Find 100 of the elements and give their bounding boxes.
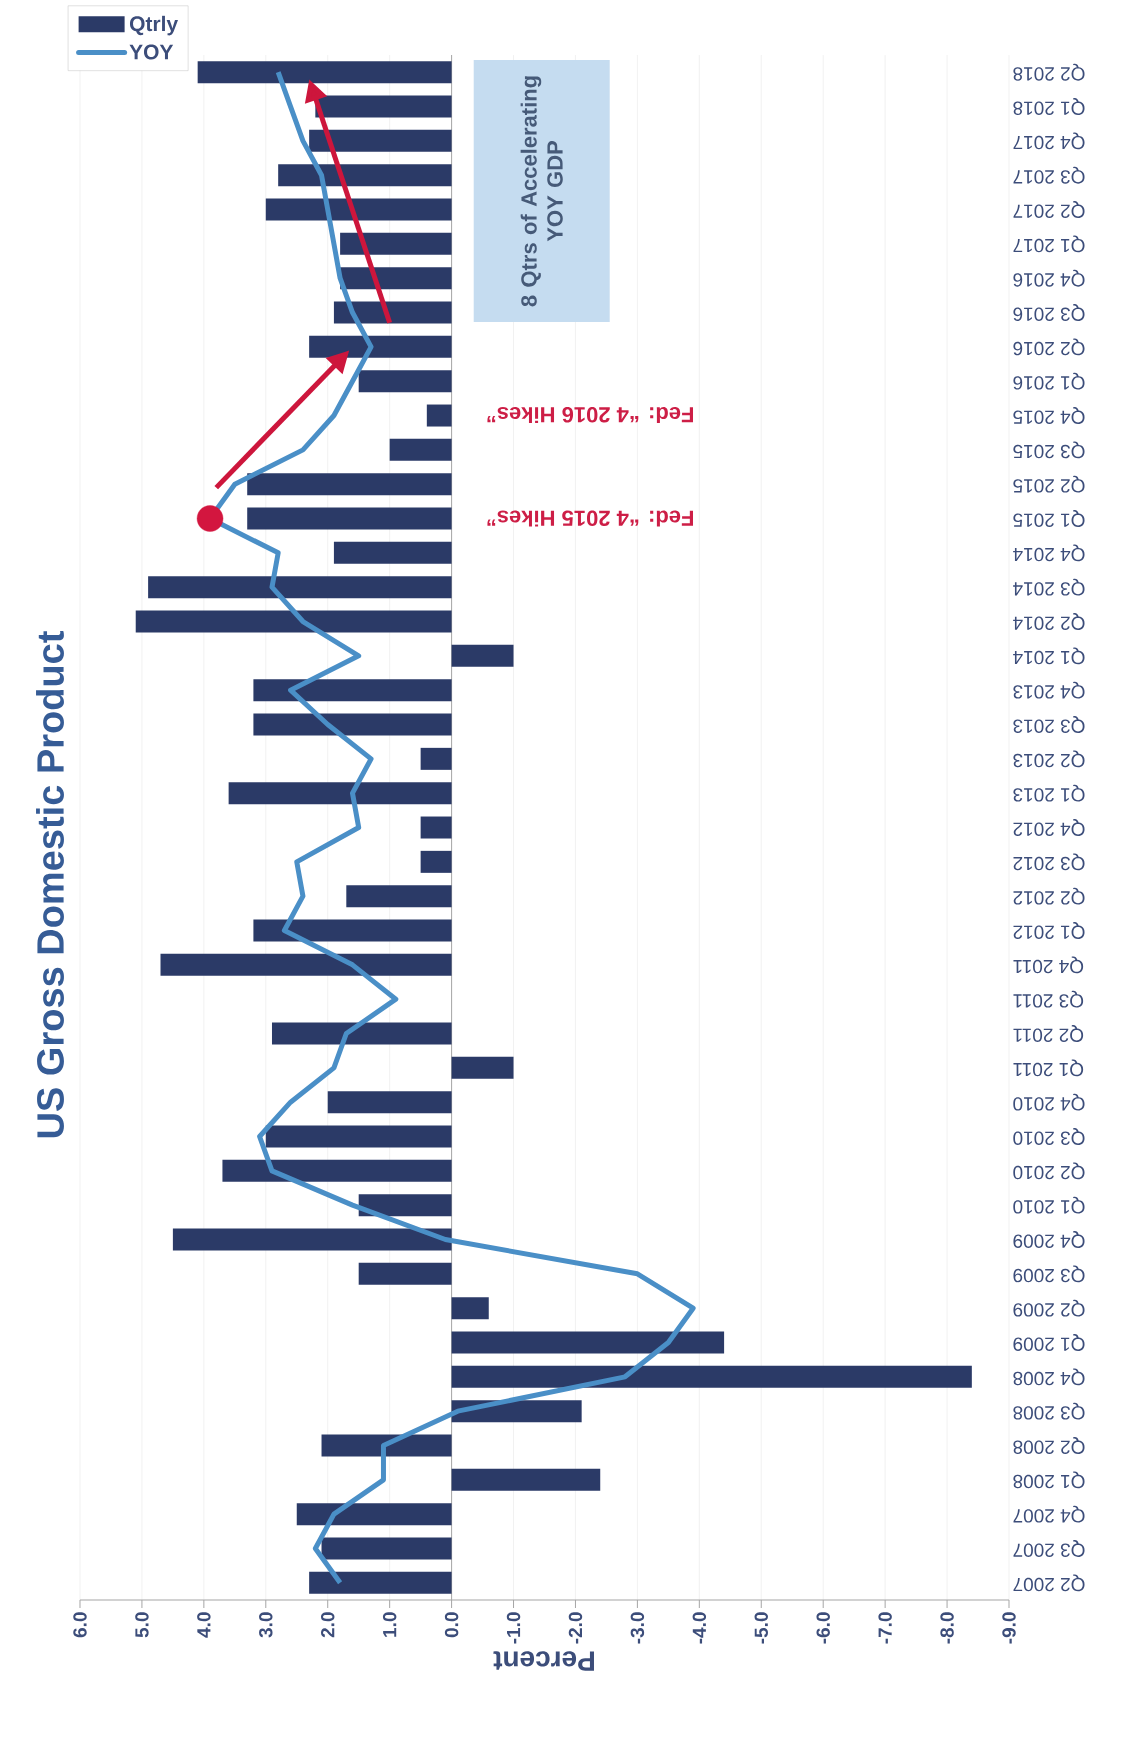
- bar: [265, 1125, 452, 1148]
- y-tick-label: Q2 2012: [1013, 887, 1085, 905]
- x-tick-label: -5.0: [754, 1612, 768, 1644]
- bar: [253, 919, 452, 942]
- x-tick-label: -4.0: [692, 1612, 707, 1644]
- y-tick-label: Q3 2017: [1013, 166, 1085, 184]
- bar: [197, 61, 452, 84]
- bar: [420, 747, 452, 770]
- x-tick-label: -2.0: [568, 1612, 583, 1644]
- bar: [340, 232, 452, 255]
- y-tick-label: Q1 2014: [1013, 647, 1085, 665]
- bar: [451, 1365, 972, 1388]
- bar: [135, 610, 452, 633]
- y-tick-label: Q1 2018: [1013, 98, 1085, 115]
- y-tick-label: Q2 2007: [1013, 1574, 1085, 1592]
- bar: [160, 953, 452, 976]
- bar: [358, 1262, 452, 1285]
- y-tick-label: Q3 2008: [1013, 1402, 1085, 1420]
- text: US Gross Domestic Product: [36, 631, 64, 1138]
- y-tick-label: Q1 2009: [1013, 1334, 1085, 1351]
- y-tick-label: Q3 2011: [1013, 990, 1084, 1008]
- bar: [327, 1091, 452, 1114]
- bar: [321, 1434, 452, 1457]
- bar: [451, 1297, 489, 1320]
- x-tick-label: 6.0: [73, 1612, 87, 1638]
- y-tick-label: Q4 2007: [1013, 1505, 1085, 1523]
- y-tick-label: Q2 2015: [1013, 475, 1085, 493]
- y-tick-label: Q4 2017: [1013, 132, 1085, 150]
- x-tick-label: -6.0: [816, 1612, 830, 1644]
- bar: [420, 816, 452, 839]
- x-tick-label: -8.0: [940, 1612, 954, 1644]
- bar: [333, 541, 452, 564]
- legend-label: YOY: [129, 44, 174, 60]
- bar: [253, 679, 452, 702]
- y-tick-label: Q1 2015: [1013, 510, 1085, 527]
- bar: [389, 438, 452, 461]
- legend-label: Qtrly: [129, 15, 179, 36]
- bar: [296, 1503, 452, 1526]
- y-tick-label: Q4 2008: [1013, 1368, 1085, 1386]
- y-tick-label: Q1 2013: [1013, 784, 1085, 802]
- x-tick-label: -7.0: [878, 1612, 892, 1644]
- y-tick-label: Q2 2017: [1013, 201, 1085, 218]
- bar: [321, 1537, 452, 1560]
- x-tick-label: 2.0: [321, 1612, 335, 1638]
- y-tick-label: Q2 2018: [1013, 63, 1085, 81]
- bar: [358, 370, 452, 393]
- bar: [247, 507, 452, 530]
- y-tick-label: Q1 2012: [1013, 922, 1085, 939]
- y-tick-label: Q2 2010: [1013, 1162, 1085, 1180]
- y-tick-label: Q3 2007: [1013, 1540, 1085, 1557]
- bar: [426, 404, 452, 427]
- y-tick-label: Q3 2015: [1013, 441, 1085, 459]
- y-tick-label: Q2 2011: [1013, 1025, 1084, 1042]
- annotation: 8 Qtrs of Accelerating YOY GDP: [520, 76, 563, 307]
- y-tick-label: Q2 2009: [1013, 1299, 1085, 1317]
- y-tick-label: Q3 2010: [1013, 1128, 1085, 1145]
- annotation: Fed: “4 2015 Hikes”: [487, 510, 693, 527]
- bar: [451, 1468, 601, 1491]
- x-tick-label: -9.0: [1002, 1612, 1016, 1644]
- bar: [315, 95, 452, 118]
- y-tick-label: Q2 2014: [1013, 613, 1085, 630]
- annotation: Fed: “4 2016 Hikes”: [487, 406, 693, 424]
- y-tick-label: Q1 2010: [1013, 1196, 1085, 1214]
- y-tick-label: Q2 2016: [1013, 338, 1085, 356]
- x-tick-label: 0.0: [444, 1612, 459, 1638]
- bar: [278, 164, 452, 187]
- bar: [451, 644, 514, 667]
- x-tick-label: -1.0: [506, 1612, 521, 1644]
- bar: [309, 129, 452, 152]
- bar: [265, 198, 452, 221]
- bar: [309, 1571, 452, 1594]
- bar: [228, 782, 452, 805]
- y-tick-label: Q4 2015: [1013, 407, 1085, 424]
- y-tick-label: Q3 2013: [1013, 716, 1085, 733]
- y-tick-label: Q1 2008: [1013, 1471, 1085, 1489]
- bar: [358, 1194, 452, 1217]
- bar: [172, 1228, 452, 1251]
- bar: [420, 850, 452, 873]
- x-tick-label: 1.0: [382, 1612, 397, 1637]
- x-tick-label: 4.0: [197, 1612, 211, 1638]
- y-tick-label: Q4 2014: [1013, 544, 1085, 562]
- bar: [222, 1159, 452, 1182]
- y-tick-label: Q2 2013: [1013, 750, 1085, 768]
- bar: [340, 267, 452, 290]
- y-tick-label: Q4 2010: [1013, 1093, 1085, 1111]
- y-tick-label: Q4 2013: [1013, 681, 1085, 699]
- y-tick-label: Q4 2016: [1013, 269, 1085, 287]
- bar: [148, 576, 452, 599]
- bar: [333, 301, 452, 324]
- x-tick-label: -3.0: [630, 1612, 645, 1644]
- y-tick-label: Q3 2014: [1013, 578, 1085, 596]
- y-tick-label: Q1 2016: [1013, 372, 1085, 390]
- y-tick-label: Q2 2008: [1013, 1437, 1085, 1454]
- bar: [346, 885, 452, 908]
- bar: [271, 1022, 452, 1045]
- x-tick-label: 3.0: [259, 1612, 273, 1638]
- x-axis-title: Percent: [493, 1651, 594, 1671]
- y-tick-label: Q4 2011: [1013, 956, 1084, 974]
- x-tick-label: 5.0: [135, 1612, 149, 1638]
- bar: [309, 335, 452, 358]
